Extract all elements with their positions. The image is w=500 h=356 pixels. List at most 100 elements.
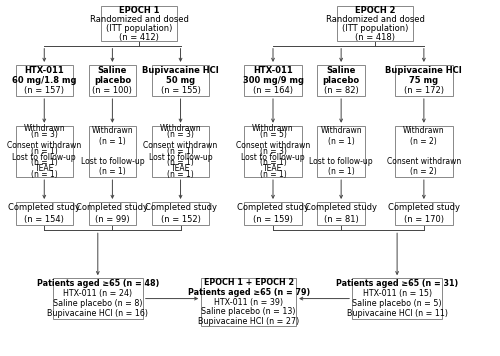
Text: 75 mg: 75 mg [410, 76, 438, 85]
Text: (n = 159): (n = 159) [253, 215, 293, 224]
Text: (n = 418): (n = 418) [355, 32, 395, 42]
Text: (n = 1): (n = 1) [167, 158, 194, 167]
Text: (n = 82): (n = 82) [324, 87, 358, 95]
Text: Lost to follow-up: Lost to follow-up [80, 157, 144, 166]
Text: Bupivacaine HCl: Bupivacaine HCl [386, 66, 462, 74]
Text: TEAE: TEAE [34, 164, 54, 173]
Text: placebo: placebo [322, 76, 360, 85]
FancyBboxPatch shape [244, 202, 302, 225]
Text: TEAE: TEAE [264, 164, 282, 173]
Text: (ITT population): (ITT population) [106, 24, 172, 33]
Text: (n = 1): (n = 1) [328, 137, 354, 146]
Text: (n = 1): (n = 1) [99, 167, 126, 177]
Text: HTX-011: HTX-011 [253, 66, 293, 74]
Text: Bupivacaine HCl (n = 11): Bupivacaine HCl (n = 11) [346, 309, 448, 318]
Text: Completed study: Completed study [388, 203, 460, 212]
Text: (n = 1): (n = 1) [260, 170, 286, 179]
Text: Completed study: Completed study [8, 203, 81, 212]
Text: Completed study: Completed study [305, 203, 377, 212]
FancyBboxPatch shape [338, 6, 413, 42]
Text: Bupivacaine HCl (n = 27): Bupivacaine HCl (n = 27) [198, 317, 300, 326]
Text: (n = 152): (n = 152) [160, 215, 200, 224]
Text: Completed study: Completed study [237, 203, 309, 212]
Text: HTX-011 (n = 15): HTX-011 (n = 15) [362, 289, 432, 298]
FancyBboxPatch shape [16, 65, 73, 96]
Text: Withdrawn: Withdrawn [252, 124, 294, 133]
FancyBboxPatch shape [318, 202, 365, 225]
Text: (n = 172): (n = 172) [404, 87, 444, 95]
FancyBboxPatch shape [201, 278, 296, 326]
Text: Withdrawn: Withdrawn [24, 124, 65, 133]
Text: Patients aged ≥65 (n = 79): Patients aged ≥65 (n = 79) [188, 288, 310, 297]
Text: (n = 2): (n = 2) [410, 137, 437, 146]
Text: Withdrawn: Withdrawn [320, 126, 362, 135]
FancyBboxPatch shape [16, 126, 73, 177]
Text: EPOCH 1: EPOCH 1 [119, 6, 160, 15]
Text: (n = 1): (n = 1) [31, 158, 58, 167]
Text: Withdrawn: Withdrawn [92, 126, 133, 135]
FancyBboxPatch shape [88, 126, 136, 177]
FancyBboxPatch shape [395, 65, 452, 96]
Text: 300 mg/9 mg: 300 mg/9 mg [242, 76, 304, 85]
Text: Saline placebo (n = 8): Saline placebo (n = 8) [53, 299, 142, 308]
Text: 50 mg: 50 mg [166, 76, 195, 85]
Text: Consent withdrawn: Consent withdrawn [386, 157, 461, 166]
FancyBboxPatch shape [318, 65, 365, 96]
FancyBboxPatch shape [53, 278, 143, 319]
FancyBboxPatch shape [395, 126, 452, 177]
Text: (n = 1): (n = 1) [31, 147, 58, 156]
FancyBboxPatch shape [88, 65, 136, 96]
Text: Lost to follow-up: Lost to follow-up [310, 157, 373, 166]
Text: Patients aged ≥65 (n = 31): Patients aged ≥65 (n = 31) [336, 279, 458, 288]
Text: EPOCH 1 + EPOCH 2: EPOCH 1 + EPOCH 2 [204, 278, 294, 287]
Text: Saline placebo (n = 5): Saline placebo (n = 5) [352, 299, 442, 308]
Text: (n = 81): (n = 81) [324, 215, 358, 224]
Text: Lost to follow-up: Lost to follow-up [12, 153, 76, 162]
Text: Patients aged ≥65 (n = 48): Patients aged ≥65 (n = 48) [36, 279, 159, 288]
FancyBboxPatch shape [318, 126, 365, 177]
Text: (n = 3): (n = 3) [260, 147, 286, 156]
Text: Consent withdrawn: Consent withdrawn [236, 141, 310, 150]
Text: (n = 1): (n = 1) [167, 147, 194, 156]
Text: Randomized and dosed: Randomized and dosed [326, 15, 424, 24]
Text: HTX-011 (n = 39): HTX-011 (n = 39) [214, 298, 283, 307]
FancyBboxPatch shape [352, 278, 442, 319]
Text: Saline: Saline [98, 66, 127, 74]
FancyBboxPatch shape [88, 202, 136, 225]
FancyBboxPatch shape [152, 202, 209, 225]
Text: (n = 3): (n = 3) [167, 130, 194, 139]
Text: (n = 157): (n = 157) [24, 87, 64, 95]
Text: (n = 5): (n = 5) [260, 130, 286, 139]
Text: Withdrawn: Withdrawn [403, 126, 444, 135]
Text: HTX-011: HTX-011 [24, 66, 64, 74]
Text: (n = 1): (n = 1) [99, 137, 126, 146]
Text: Completed study: Completed study [76, 203, 148, 212]
Text: Lost to follow-up: Lost to follow-up [241, 153, 305, 162]
Text: Consent withdrawn: Consent withdrawn [144, 141, 218, 150]
Text: (n = 170): (n = 170) [404, 215, 444, 224]
Text: EPOCH 2: EPOCH 2 [355, 6, 396, 15]
Text: (n = 1): (n = 1) [31, 170, 58, 179]
FancyBboxPatch shape [244, 126, 302, 177]
Text: (ITT population): (ITT population) [342, 24, 408, 33]
Text: (n = 155): (n = 155) [160, 87, 200, 95]
FancyBboxPatch shape [244, 65, 302, 96]
Text: (n = 3): (n = 3) [31, 130, 58, 139]
Text: (n = 1): (n = 1) [167, 170, 194, 179]
Text: (n = 154): (n = 154) [24, 215, 64, 224]
Text: Saline placebo (n = 13): Saline placebo (n = 13) [202, 307, 296, 316]
Text: (n = 1): (n = 1) [260, 158, 286, 167]
Text: HTX-011 (n = 24): HTX-011 (n = 24) [63, 289, 132, 298]
Text: (n = 99): (n = 99) [95, 215, 130, 224]
Text: TEAE: TEAE [171, 164, 190, 173]
Text: placebo: placebo [94, 76, 131, 85]
Text: 60 mg/1.8 mg: 60 mg/1.8 mg [12, 76, 76, 85]
FancyBboxPatch shape [152, 126, 209, 177]
Text: Randomized and dosed: Randomized and dosed [90, 15, 188, 24]
Text: (n = 164): (n = 164) [253, 87, 293, 95]
Text: Consent withdrawn: Consent withdrawn [7, 141, 82, 150]
Text: Lost to follow-up: Lost to follow-up [148, 153, 212, 162]
Text: Completed study: Completed study [144, 203, 216, 212]
Text: (n = 1): (n = 1) [328, 167, 354, 177]
FancyBboxPatch shape [102, 6, 177, 42]
